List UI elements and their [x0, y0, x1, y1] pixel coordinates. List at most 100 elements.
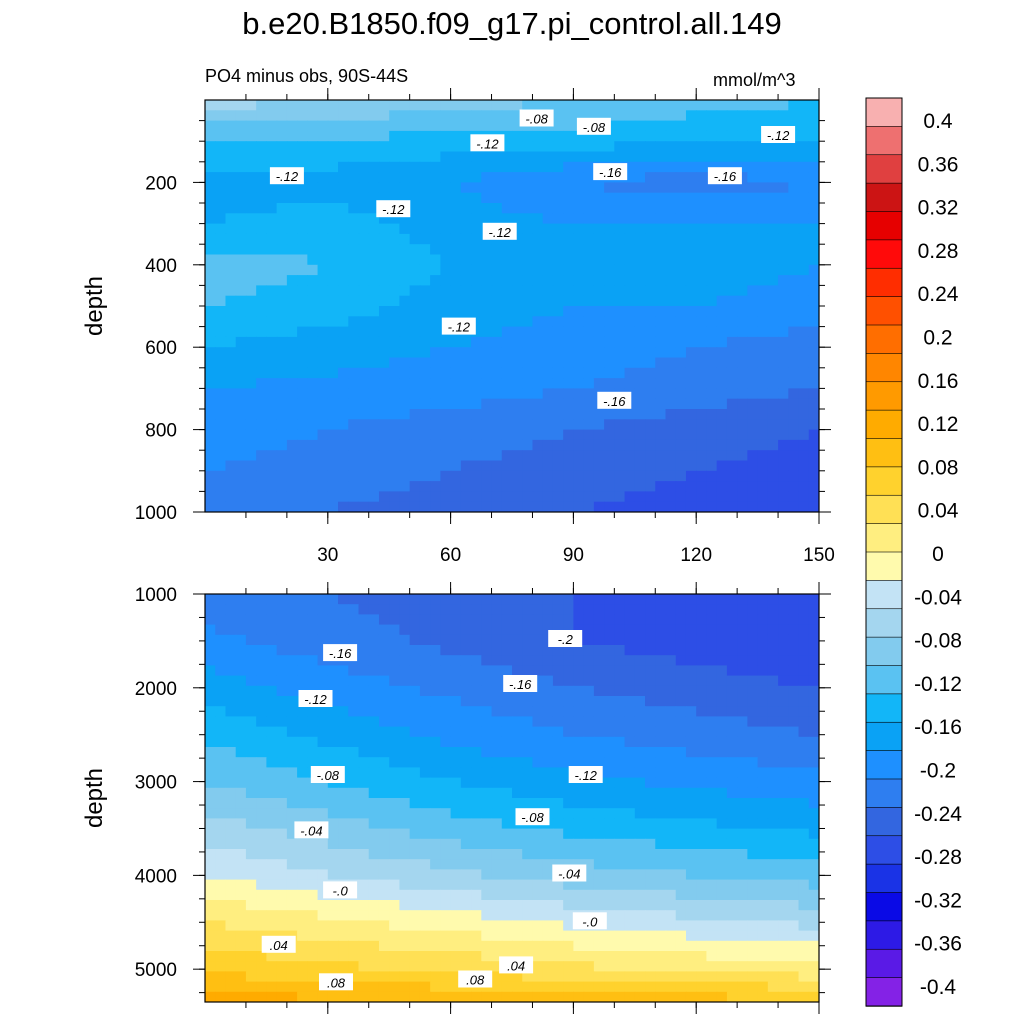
lower-cell [327, 961, 339, 972]
lower-cell [307, 991, 319, 1002]
upper-cell [573, 295, 585, 307]
lower-cell [205, 889, 216, 901]
upper-cell [552, 100, 564, 111]
lower-cell [593, 828, 605, 840]
upper-cell [798, 460, 810, 472]
lower-cell [471, 859, 482, 870]
lower-cell [256, 604, 267, 615]
upper-cell [808, 398, 819, 410]
lower-cell [368, 634, 380, 646]
upper-cell [645, 213, 656, 225]
lower-cell [430, 787, 441, 799]
upper-cell [297, 347, 308, 359]
lower-cell [573, 787, 585, 799]
lower-cell [419, 675, 431, 687]
lower-cell [542, 971, 554, 983]
lower-cell [378, 696, 390, 707]
lower-cell [378, 787, 390, 799]
lower-cell [245, 808, 257, 819]
upper-cell [788, 347, 800, 359]
upper-cell [522, 151, 534, 163]
lower-cell [378, 920, 390, 932]
lower-cell [778, 634, 789, 646]
upper-cell [726, 347, 738, 359]
upper-cell [593, 336, 605, 348]
upper-cell [389, 275, 401, 286]
lower-cell [778, 665, 789, 677]
lower-cell [338, 624, 349, 636]
upper-cell [348, 326, 360, 338]
upper-cell [389, 491, 401, 503]
lower-cell [624, 645, 636, 656]
upper-cell [645, 295, 656, 307]
lower-cell [737, 594, 748, 605]
lower-cell [215, 645, 227, 656]
lower-cell [266, 849, 278, 860]
lower-cell [205, 930, 216, 942]
upper-cell [307, 367, 319, 379]
upper-cell [471, 172, 482, 183]
lower-cell [307, 859, 319, 870]
upper-cell [604, 203, 615, 214]
lower-cell [685, 951, 697, 962]
lower-cell [430, 634, 441, 646]
lower-cell [297, 961, 308, 972]
upper-cell [778, 367, 789, 379]
lower-cell [573, 624, 585, 636]
upper-cell [481, 439, 493, 451]
upper-cell [655, 398, 667, 410]
upper-cell [542, 336, 554, 348]
lower-cell [389, 981, 401, 993]
upper-cell [419, 141, 431, 153]
upper-cell [583, 192, 595, 204]
upper-cell [614, 233, 626, 245]
lower-cell [593, 747, 605, 758]
lower-cell [348, 849, 360, 860]
lower-cell [348, 604, 360, 615]
upper-cell [378, 378, 390, 389]
upper-cell [552, 491, 564, 503]
upper-cell [409, 460, 421, 472]
lower-cell [276, 900, 288, 911]
lower-cell [675, 849, 687, 860]
upper-cell [225, 151, 237, 163]
upper-cell [286, 326, 298, 338]
lower-cell [808, 614, 819, 626]
lower-cell [460, 634, 472, 646]
lower-cell [501, 991, 513, 1002]
upper-cell [430, 213, 441, 225]
lower-cell [205, 757, 216, 768]
upper-cell [297, 378, 308, 389]
upper-cell [399, 295, 411, 307]
upper-cell [512, 347, 523, 359]
upper-cell [225, 110, 237, 122]
lower-cell [634, 900, 646, 911]
upper-cell [573, 409, 585, 420]
lower-cell [614, 951, 626, 962]
upper-cell [512, 378, 523, 389]
lower-cell [512, 828, 523, 840]
lower-cell [317, 879, 329, 891]
upper-cell [491, 295, 503, 307]
lower-cell [767, 971, 779, 983]
upper-cell [675, 192, 687, 204]
lower-cell [440, 849, 452, 860]
lower-cell [716, 675, 728, 687]
lower-cell [205, 624, 216, 636]
upper-cell [512, 264, 523, 276]
upper-cell [522, 285, 534, 297]
upper-cell [798, 264, 810, 276]
upper-cell [297, 357, 308, 369]
lower-cell [563, 828, 574, 840]
upper-cell [542, 378, 554, 389]
lower-cell [286, 655, 298, 666]
upper-cell [726, 295, 738, 307]
upper-cell [778, 336, 789, 348]
lower-cell [235, 706, 247, 717]
upper-cell [532, 336, 544, 348]
lower-cell [757, 614, 769, 626]
lower-cell [747, 614, 759, 626]
upper-cell [235, 306, 247, 317]
upper-cell [205, 213, 216, 225]
lower-cell [235, 696, 247, 707]
